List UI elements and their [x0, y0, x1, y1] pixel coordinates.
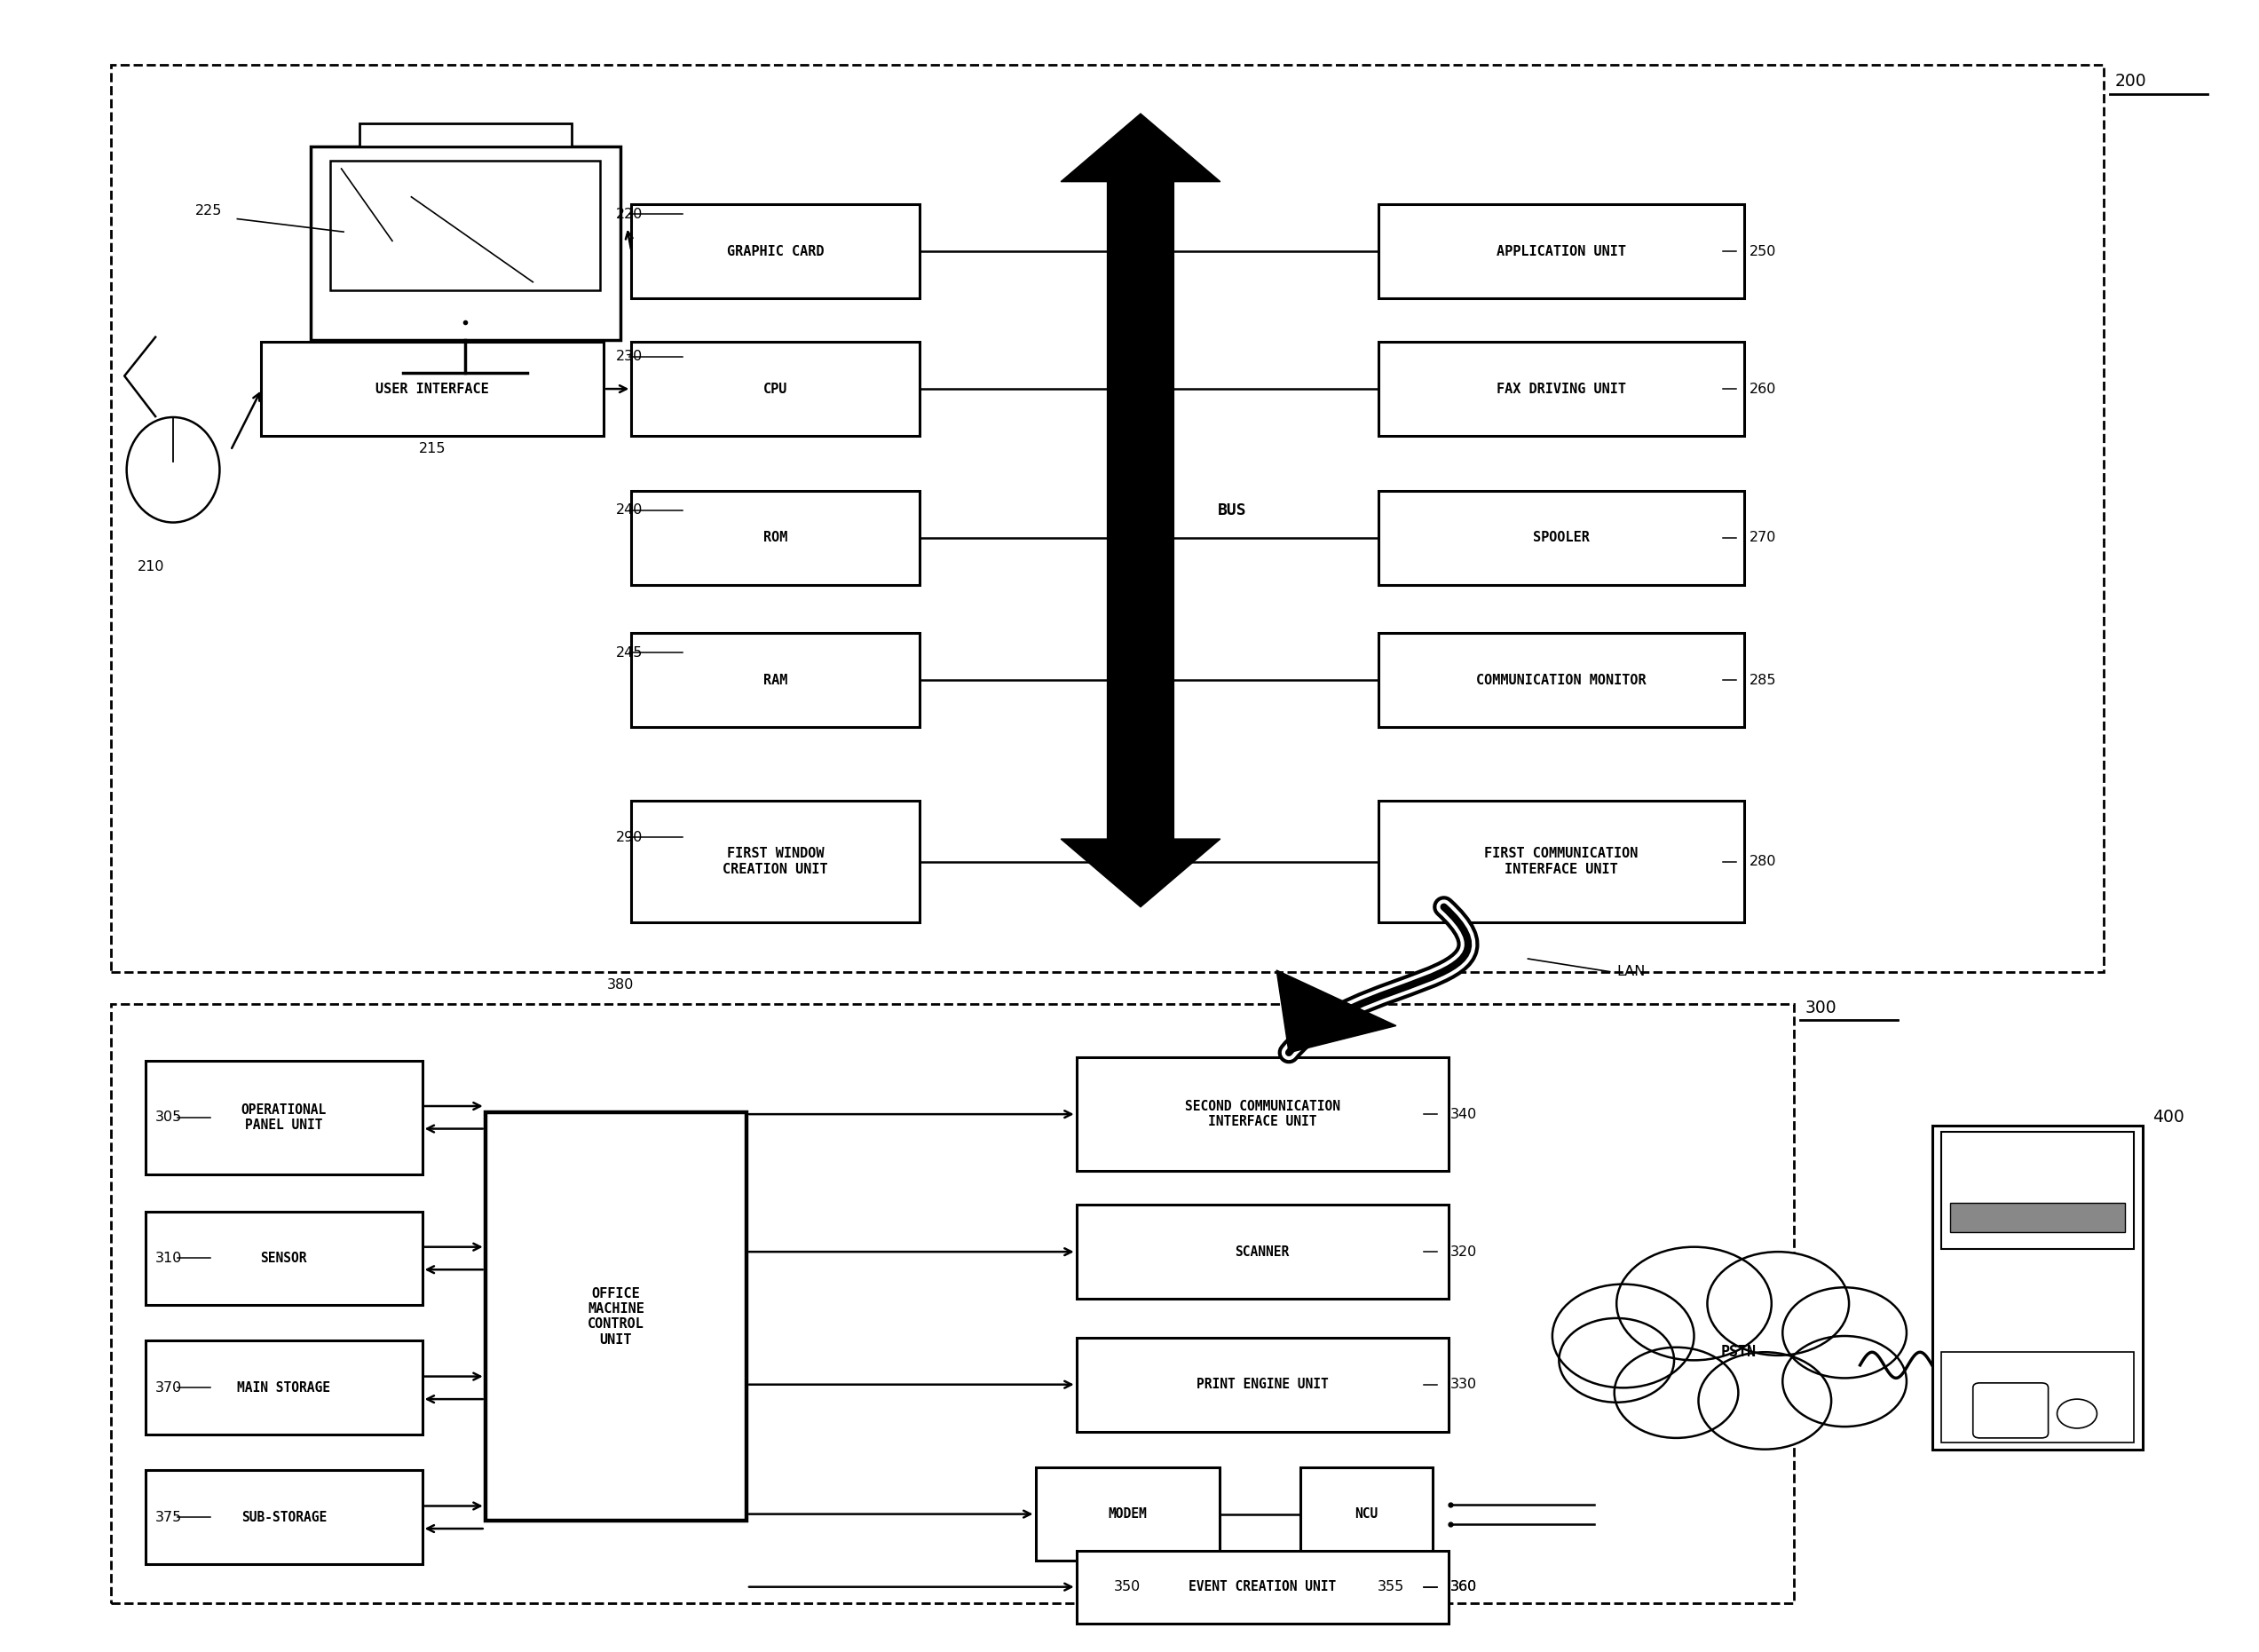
Text: FIRST WINDOW
CREATION UNIT: FIRST WINDOW CREATION UNIT: [723, 847, 829, 876]
Text: 305: 305: [156, 1110, 183, 1123]
Text: APPLICATION UNIT: APPLICATION UNIT: [1495, 244, 1626, 258]
FancyBboxPatch shape: [1075, 1338, 1448, 1432]
Text: 340: 340: [1450, 1107, 1477, 1120]
Text: 230: 230: [617, 350, 644, 363]
FancyBboxPatch shape: [633, 342, 919, 436]
Circle shape: [1699, 1351, 1832, 1449]
Circle shape: [1708, 1252, 1850, 1355]
Text: BUS: BUS: [1218, 502, 1247, 519]
Text: ROM: ROM: [764, 532, 788, 545]
FancyBboxPatch shape: [145, 1061, 422, 1175]
FancyBboxPatch shape: [1950, 1203, 2126, 1232]
Text: LAN: LAN: [1617, 965, 1645, 978]
FancyBboxPatch shape: [633, 801, 919, 922]
Text: 330: 330: [1450, 1378, 1477, 1391]
Circle shape: [1782, 1287, 1907, 1378]
Text: SPOOLER: SPOOLER: [1534, 532, 1590, 545]
Text: 245: 245: [617, 646, 644, 659]
Circle shape: [1559, 1318, 1674, 1403]
Text: 320: 320: [1450, 1246, 1477, 1259]
FancyBboxPatch shape: [260, 342, 603, 436]
Text: 355: 355: [1378, 1581, 1405, 1594]
FancyBboxPatch shape: [1075, 1551, 1448, 1624]
FancyBboxPatch shape: [486, 1112, 745, 1520]
Text: COMMUNICATION MONITOR: COMMUNICATION MONITOR: [1475, 674, 1647, 687]
Circle shape: [1615, 1348, 1739, 1437]
FancyArrow shape: [1062, 114, 1220, 510]
Text: 360: 360: [1450, 1581, 1477, 1594]
Text: OPERATIONAL
PANEL UNIT: OPERATIONAL PANEL UNIT: [242, 1104, 328, 1132]
Text: 215: 215: [418, 443, 445, 456]
FancyBboxPatch shape: [145, 1470, 422, 1564]
FancyBboxPatch shape: [309, 145, 621, 340]
Text: 260: 260: [1748, 382, 1776, 395]
FancyBboxPatch shape: [1378, 633, 1744, 727]
FancyBboxPatch shape: [1940, 1132, 2132, 1249]
Text: 280: 280: [1748, 856, 1776, 869]
FancyBboxPatch shape: [633, 205, 919, 299]
Text: SENSOR: SENSOR: [260, 1252, 307, 1265]
Text: MAIN STORAGE: MAIN STORAGE: [237, 1381, 330, 1394]
Text: SUB-STORAGE: SUB-STORAGE: [242, 1510, 328, 1523]
FancyBboxPatch shape: [1940, 1351, 2132, 1442]
FancyBboxPatch shape: [633, 491, 919, 585]
Text: 240: 240: [617, 504, 644, 517]
Text: 270: 270: [1748, 532, 1776, 545]
Text: RAM: RAM: [764, 674, 788, 687]
FancyArrow shape: [1062, 510, 1220, 907]
Text: 210: 210: [138, 560, 165, 573]
Text: 400: 400: [2153, 1108, 2184, 1127]
Text: 370: 370: [156, 1381, 183, 1394]
Text: 360: 360: [1450, 1581, 1477, 1594]
FancyBboxPatch shape: [1075, 1057, 1448, 1171]
FancyBboxPatch shape: [1075, 1204, 1448, 1298]
FancyBboxPatch shape: [1378, 205, 1744, 299]
Text: 290: 290: [617, 831, 644, 844]
FancyBboxPatch shape: [1972, 1383, 2049, 1437]
Circle shape: [1617, 1247, 1771, 1360]
Polygon shape: [1276, 970, 1396, 1052]
Text: FIRST COMMUNICATION
INTERFACE UNIT: FIRST COMMUNICATION INTERFACE UNIT: [1484, 847, 1638, 876]
Circle shape: [1782, 1336, 1907, 1427]
Text: CPU: CPU: [764, 382, 788, 395]
FancyBboxPatch shape: [633, 633, 919, 727]
Text: 300: 300: [1805, 999, 1837, 1016]
Text: 200: 200: [2114, 73, 2146, 91]
FancyBboxPatch shape: [1378, 801, 1744, 922]
FancyBboxPatch shape: [111, 1004, 1794, 1602]
Text: 310: 310: [156, 1252, 183, 1265]
FancyBboxPatch shape: [145, 1211, 422, 1305]
Text: 285: 285: [1748, 674, 1776, 687]
FancyBboxPatch shape: [330, 160, 601, 291]
FancyBboxPatch shape: [1378, 491, 1744, 585]
FancyBboxPatch shape: [1931, 1125, 2142, 1449]
FancyBboxPatch shape: [1378, 342, 1744, 436]
FancyBboxPatch shape: [359, 124, 572, 145]
Text: OFFICE
MACHINE
CONTROL
UNIT: OFFICE MACHINE CONTROL UNIT: [587, 1287, 644, 1346]
Text: MODEM: MODEM: [1107, 1507, 1148, 1521]
Text: 225: 225: [194, 205, 221, 218]
Text: SECOND COMMUNICATION
INTERFACE UNIT: SECOND COMMUNICATION INTERFACE UNIT: [1184, 1100, 1340, 1128]
Text: PSTN: PSTN: [1721, 1345, 1755, 1360]
FancyBboxPatch shape: [1299, 1467, 1432, 1561]
Text: USER INTERFACE: USER INTERFACE: [375, 382, 488, 395]
Text: NCU: NCU: [1355, 1507, 1378, 1521]
Text: 250: 250: [1748, 244, 1776, 258]
Text: 380: 380: [608, 978, 635, 991]
FancyBboxPatch shape: [111, 64, 2103, 971]
Text: GRAPHIC CARD: GRAPHIC CARD: [727, 244, 825, 258]
Text: PRINT ENGINE UNIT: PRINT ENGINE UNIT: [1197, 1378, 1328, 1391]
FancyBboxPatch shape: [1035, 1467, 1220, 1561]
Ellipse shape: [127, 418, 219, 522]
Text: 220: 220: [617, 208, 644, 221]
Text: EVENT CREATION UNIT: EVENT CREATION UNIT: [1188, 1581, 1335, 1594]
Circle shape: [1552, 1284, 1694, 1388]
Text: 375: 375: [156, 1510, 183, 1523]
Text: 350: 350: [1114, 1581, 1141, 1594]
FancyBboxPatch shape: [145, 1341, 422, 1434]
Text: SCANNER: SCANNER: [1236, 1246, 1290, 1259]
Text: FAX DRIVING UNIT: FAX DRIVING UNIT: [1495, 382, 1626, 395]
